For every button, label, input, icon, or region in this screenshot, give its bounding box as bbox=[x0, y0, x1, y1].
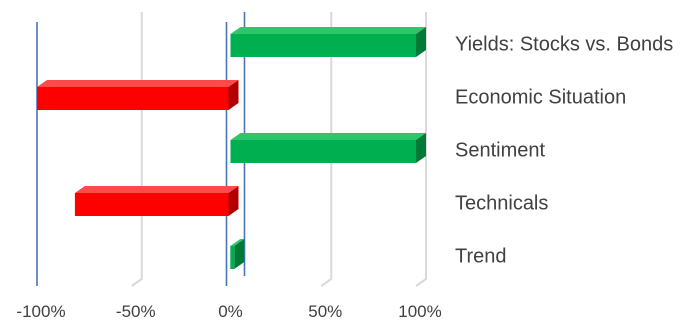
bar bbox=[230, 239, 245, 269]
bar-front-face bbox=[230, 246, 235, 269]
bar-side-face bbox=[416, 27, 426, 57]
bar-top-face bbox=[230, 239, 245, 246]
bar-top-face bbox=[230, 27, 426, 34]
bar-side-face bbox=[234, 239, 245, 269]
x-tick-label: 100% bbox=[398, 302, 441, 321]
bar-front-face bbox=[230, 34, 416, 57]
bar-top-face bbox=[37, 80, 239, 87]
bar bbox=[230, 27, 426, 57]
x-tick-label: 0% bbox=[218, 302, 243, 321]
bar-front-face bbox=[74, 193, 229, 216]
x-tick-label: -100% bbox=[16, 302, 65, 321]
x-tick-labels: -100% -50% 0% 50% 100% bbox=[16, 302, 441, 321]
bar bbox=[74, 186, 239, 216]
category-label: Technicals bbox=[455, 192, 548, 214]
bar-side-face bbox=[416, 133, 426, 163]
category-label: Economic Situation bbox=[455, 86, 626, 108]
bar-top-face bbox=[230, 133, 426, 140]
bars bbox=[37, 27, 426, 269]
x-tick-label: -50% bbox=[116, 302, 156, 321]
gridline bbox=[415, 12, 427, 287]
x-tick-label: 50% bbox=[308, 302, 342, 321]
gridline bbox=[320, 12, 333, 287]
bar-side-face bbox=[228, 80, 239, 110]
category-labels: Yields: Stocks vs. Bonds Economic Situati… bbox=[455, 33, 673, 267]
category-label: Trend bbox=[455, 245, 507, 267]
bar-top-face bbox=[74, 186, 239, 193]
bar bbox=[230, 133, 426, 163]
bar bbox=[37, 80, 239, 110]
bar-side-face bbox=[228, 186, 239, 216]
bar-front-face bbox=[37, 87, 229, 110]
category-label: Yields: Stocks vs. Bonds bbox=[455, 33, 673, 55]
bar-front-face bbox=[230, 140, 416, 163]
category-label: Sentiment bbox=[455, 139, 545, 161]
gridline bbox=[131, 12, 143, 287]
